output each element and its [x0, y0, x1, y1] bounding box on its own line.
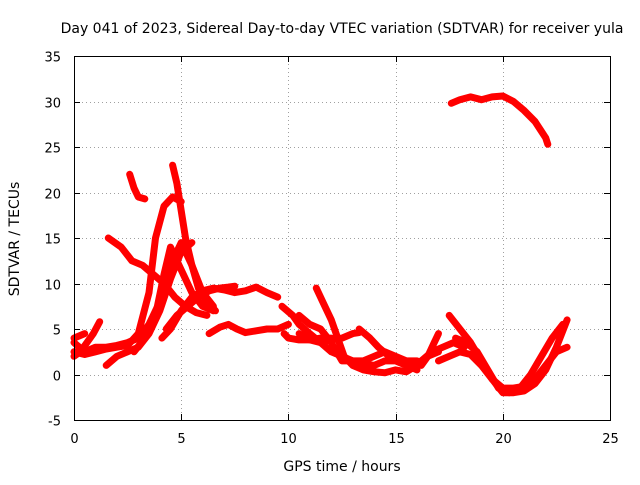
y-tick-label: 15 [44, 233, 61, 248]
series-arc-11 [158, 283, 282, 342]
series-arc-4 [70, 330, 89, 342]
y-tick-label: 30 [44, 97, 61, 112]
x-tick-label: 5 [177, 432, 185, 447]
x-tick-label: 10 [280, 432, 297, 447]
x-tick-label: 20 [495, 432, 512, 447]
y-tick-label: 35 [44, 51, 61, 66]
y-tick-label: -5 [48, 415, 61, 430]
y-tick-label: 5 [53, 324, 61, 339]
series-arc-8 [130, 243, 217, 356]
chart-title: Day 041 of 2023, Sidereal Day-to-day VTE… [61, 21, 624, 37]
x-axis-label: GPS time / hours [283, 459, 400, 475]
series-arc-2 [70, 193, 185, 358]
series-arc-15 [280, 330, 335, 344]
series-arc-6 [104, 234, 211, 319]
grid-lines [74, 56, 610, 420]
x-tick-label: 15 [388, 432, 405, 447]
series-arc-23 [447, 92, 552, 148]
x-tick-label: 25 [602, 432, 619, 447]
x-tick-labels: 0 5 10 15 20 25 [70, 432, 618, 447]
series-arc-22 [452, 320, 567, 397]
y-tick-label: 20 [44, 188, 61, 203]
series-arc-3 [70, 318, 104, 360]
y-tick-label: 10 [44, 279, 61, 294]
series-arc-12 [205, 320, 292, 338]
series-arc-7 [126, 170, 149, 203]
data-traces [70, 92, 571, 397]
y-axis-label: SDTVAR / TECUs [7, 182, 23, 297]
y-tick-label: 0 [53, 370, 61, 385]
series-arc-18 [355, 325, 468, 369]
x-tick-label: 0 [70, 432, 78, 447]
series-arc-9 [169, 161, 219, 315]
series-arc-19 [417, 330, 442, 369]
y-tick-label: 25 [44, 142, 61, 157]
y-tick-labels: -5 0 5 10 15 20 25 30 35 [44, 51, 61, 430]
axis-ticks [74, 56, 611, 421]
